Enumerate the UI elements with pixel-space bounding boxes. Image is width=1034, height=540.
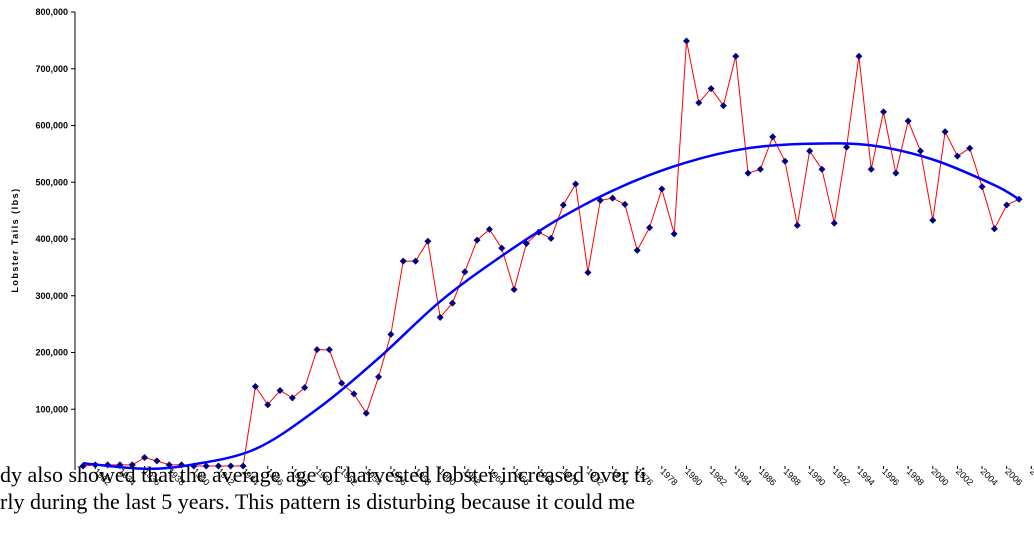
data-point bbox=[584, 268, 592, 276]
data-point bbox=[707, 85, 715, 93]
data-line bbox=[82, 40, 1020, 467]
y-tick-label: 500,000 bbox=[35, 177, 68, 187]
data-point bbox=[399, 257, 407, 265]
x-tick-label: 2002 bbox=[954, 466, 975, 487]
data-point bbox=[214, 462, 222, 470]
x-tick-label: 1982 bbox=[708, 466, 729, 487]
x-tick-label: 2000 bbox=[929, 466, 950, 487]
overlay-text: rly during the last 5 years. This patter… bbox=[0, 489, 635, 514]
data-point bbox=[387, 330, 395, 338]
data-point bbox=[904, 117, 912, 125]
data-point bbox=[375, 373, 383, 381]
data-point bbox=[916, 147, 924, 155]
data-point bbox=[510, 286, 518, 294]
data-point bbox=[941, 128, 949, 136]
data-point bbox=[978, 183, 986, 191]
data-point bbox=[264, 401, 272, 409]
data-point bbox=[559, 201, 567, 209]
data-point bbox=[793, 221, 801, 229]
data-point bbox=[769, 133, 777, 141]
x-tick-label: 1990 bbox=[806, 466, 827, 487]
data-point bbox=[953, 152, 961, 160]
y-tick-label: 300,000 bbox=[35, 291, 68, 301]
data-point bbox=[695, 99, 703, 107]
data-point bbox=[473, 236, 481, 244]
data-point bbox=[436, 313, 444, 321]
data-point bbox=[929, 216, 937, 224]
data-point bbox=[855, 52, 863, 60]
data-point bbox=[498, 244, 506, 252]
data-point bbox=[288, 394, 296, 402]
data-point bbox=[781, 157, 789, 165]
data-point bbox=[633, 246, 641, 254]
data-point bbox=[301, 384, 309, 392]
data-point bbox=[424, 237, 432, 245]
data-point bbox=[448, 299, 456, 307]
data-point bbox=[276, 387, 284, 395]
y-tick-label: 800,000 bbox=[35, 7, 68, 17]
data-point bbox=[128, 461, 136, 469]
x-tick-label: 1978 bbox=[658, 466, 679, 487]
x-tick-label: 1980 bbox=[683, 466, 704, 487]
data-point bbox=[251, 383, 259, 391]
data-point bbox=[658, 185, 666, 193]
data-point bbox=[867, 165, 875, 173]
y-axis-label: Lobster Tails (lbs) bbox=[10, 187, 20, 292]
data-point bbox=[325, 346, 333, 354]
data-point bbox=[806, 147, 814, 155]
data-point bbox=[843, 143, 851, 151]
data-point bbox=[880, 108, 888, 116]
x-tick-label: 1992 bbox=[831, 466, 852, 487]
data-point bbox=[362, 409, 370, 417]
x-tick-label: 2008 bbox=[1028, 466, 1034, 487]
data-point bbox=[818, 165, 826, 173]
data-point bbox=[621, 200, 629, 208]
y-tick-label: 100,000 bbox=[35, 404, 68, 414]
data-point bbox=[719, 102, 727, 110]
x-tick-label: 2006 bbox=[1003, 466, 1024, 487]
data-point bbox=[892, 169, 900, 177]
data-point bbox=[990, 225, 998, 233]
data-point bbox=[1003, 201, 1011, 209]
data-point bbox=[670, 230, 678, 238]
data-point bbox=[227, 462, 235, 470]
trend-line bbox=[82, 142, 1020, 471]
data-point bbox=[141, 453, 149, 461]
data-point bbox=[412, 257, 420, 265]
data-point bbox=[732, 52, 740, 60]
y-tick-label: 700,000 bbox=[35, 64, 68, 74]
data-point bbox=[338, 379, 346, 387]
y-tick-label: 400,000 bbox=[35, 234, 68, 244]
x-tick-label: 2004 bbox=[979, 466, 1000, 487]
data-point bbox=[646, 224, 654, 232]
data-point bbox=[485, 225, 493, 233]
data-point bbox=[461, 268, 469, 276]
x-tick-label: 1994 bbox=[855, 466, 876, 487]
x-tick-label: 1996 bbox=[880, 466, 901, 487]
x-tick-label: 1988 bbox=[782, 466, 803, 487]
data-point bbox=[547, 234, 555, 242]
data-point bbox=[313, 346, 321, 354]
y-tick-label: 200,000 bbox=[35, 348, 68, 358]
x-tick-label: 1998 bbox=[905, 466, 926, 487]
overlay-text: dy also showed that the average age of h… bbox=[0, 462, 646, 487]
x-tick-label: 1984 bbox=[732, 466, 753, 487]
data-point bbox=[830, 219, 838, 227]
data-point bbox=[744, 169, 752, 177]
data-point bbox=[239, 462, 247, 470]
data-point bbox=[153, 457, 161, 465]
data-point bbox=[202, 462, 210, 470]
data-point bbox=[609, 194, 617, 202]
y-tick-label: 600,000 bbox=[35, 121, 68, 131]
data-point bbox=[350, 390, 358, 398]
data-point bbox=[572, 180, 580, 188]
data-point bbox=[756, 165, 764, 173]
data-point bbox=[966, 144, 974, 152]
x-tick-label: 1986 bbox=[757, 466, 778, 487]
data-point bbox=[682, 37, 690, 45]
